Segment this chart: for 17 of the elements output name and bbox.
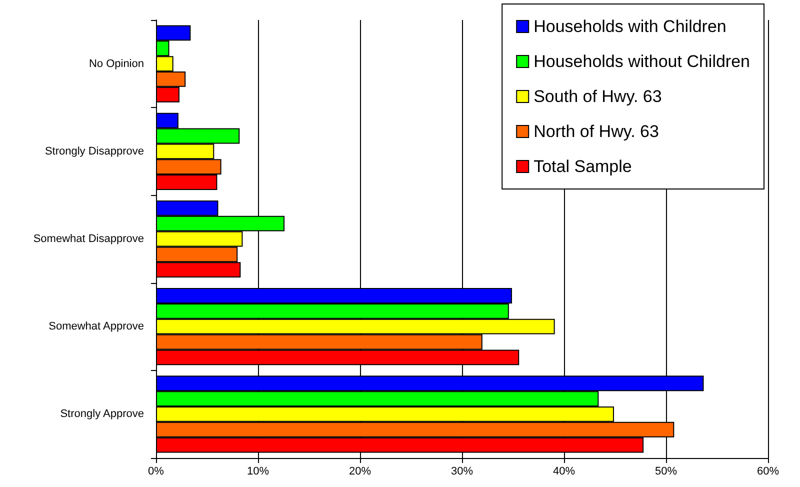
y-tick-label: Somewhat Approve	[48, 320, 144, 333]
x-tick-label: 20%	[348, 466, 372, 478]
legend-label: Households with Children	[534, 17, 726, 36]
legend-label: Total Sample	[534, 157, 632, 176]
x-tick-label: 10%	[246, 466, 270, 478]
y-tick-label: Strongly Disapprove	[44, 145, 144, 158]
legend-label: South of Hwy. 63	[534, 87, 662, 106]
y-tick-label: Strongly Approve	[60, 408, 144, 420]
legend-label: North of Hwy. 63	[534, 122, 659, 141]
x-tick-label: 60%	[756, 466, 780, 478]
x-tick-label: 30%	[450, 466, 474, 478]
y-tick-label: Somewhat Disapprove	[33, 233, 144, 245]
x-tick-label: 50%	[654, 466, 678, 478]
x-tick-label: 0%	[148, 466, 164, 478]
x-tick-label: 40%	[552, 466, 576, 478]
legend-label: Households without Children	[534, 52, 750, 71]
y-tick-label: No Opinion	[88, 58, 144, 70]
